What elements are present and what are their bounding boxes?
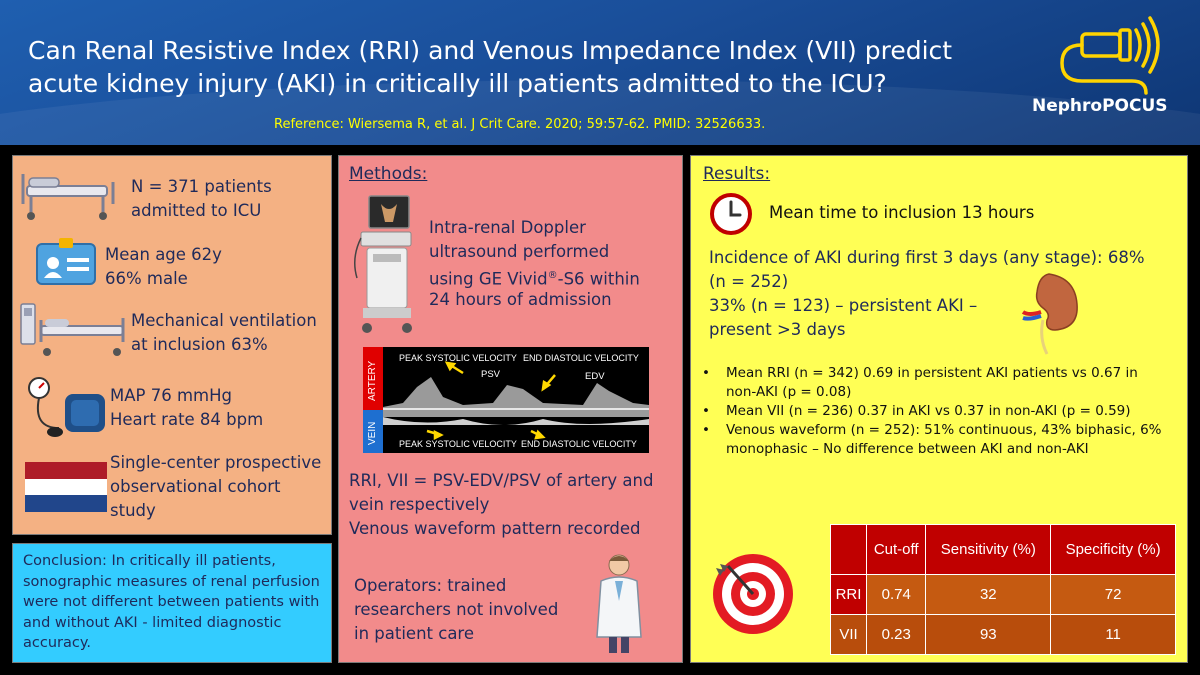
table-header-sensitivity: Sensitivity (%) — [925, 524, 1052, 575]
sensitivity-cell: 32 — [925, 574, 1052, 615]
mean-time-to-inclusion: Mean time to inclusion 13 hours — [769, 203, 1035, 222]
formula-line1: RRI, VII = PSV-EDV/PSV of artery and — [349, 471, 654, 490]
artery-band — [363, 347, 383, 410]
reference-citation: Reference: Wiersema R, et al. J Crit Car… — [274, 117, 766, 132]
doppler-line2: ultrasound performed — [429, 242, 610, 261]
psv-abbr-label: PSV — [481, 369, 501, 380]
list-item: Mean VII (n = 236) 0.37 in AKI vs 0.37 i… — [700, 402, 1170, 421]
header-banner: Can Renal Resistive Index (RRI) and Veno… — [0, 0, 1200, 145]
patient-characteristics-panel: N = 371 patients admitted to ICU Mean ag… — [12, 155, 332, 535]
heart-rate-value: Heart rate 84 bpm — [110, 410, 264, 429]
doppler-waveform-image: ARTERY VEIN PEAK SYSTOLIC VELOCITY END D… — [363, 347, 649, 453]
table-header-row: Cut-off Sensitivity (%) Specificity (%) — [830, 524, 1176, 575]
hospital-bed-icon — [21, 174, 115, 220]
psv-bottom-label: PEAK SYSTOLIC VELOCITY — [399, 439, 517, 449]
conclusion-panel: Conclusion: In critically ill patients, … — [12, 543, 332, 663]
waveform-trace — [383, 361, 649, 441]
study-design-line1: Single-center prospective — [110, 453, 322, 472]
page-title: Can Renal Resistive Index (RRI) and Veno… — [28, 36, 953, 98]
cutoff-cell: 0.23 — [865, 614, 927, 655]
operators-line3: in patient care — [354, 624, 475, 643]
list-item: Mean RRI (n = 342) 0.69 in persistent AK… — [700, 364, 1170, 402]
aki-incidence-line2: (n = 252) — [709, 272, 789, 291]
sensitivity-cell: 93 — [925, 614, 1052, 655]
netherlands-flag-icon — [25, 462, 107, 512]
persistent-aki-line1: 33% (n = 123) – persistent AKI – — [709, 296, 978, 315]
logo-text: NephroPOCUS — [1032, 96, 1168, 116]
mean-age: Mean age 62y — [105, 245, 222, 264]
doppler-device-pre: using GE Vivid — [429, 269, 548, 289]
formula-line2: vein respectively — [349, 495, 490, 514]
list-item: Venous waveform (n = 252): 51% continuou… — [700, 421, 1170, 459]
map-value: MAP 76 mmHg — [110, 386, 232, 405]
psv-top-label: PEAK SYSTOLIC VELOCITY — [399, 353, 517, 363]
doppler-line1: Intra-renal Doppler — [429, 218, 586, 237]
results-bullet-list: Mean RRI (n = 342) 0.69 in persistent AK… — [700, 364, 1170, 459]
study-design-line2: observational cohort — [110, 477, 281, 496]
cutoff-table: Cut-off Sensitivity (%) Specificity (%) … — [830, 524, 1176, 655]
persistent-aki-line2: present >3 days — [709, 320, 846, 339]
male-percentage: 66% male — [105, 269, 188, 288]
edv-bottom-label: END DIASTOLIC VELOCITY — [521, 439, 637, 449]
aki-incidence-line1: Incidence of AKI during first 3 days (an… — [709, 248, 1145, 267]
clock-icon — [710, 193, 752, 235]
table-header-cutoff: Cut-off — [865, 524, 927, 575]
doctor-icon — [596, 554, 642, 653]
doppler-line4: 24 hours of admission — [429, 290, 612, 309]
kidney-icon — [1021, 273, 1078, 355]
ultrasound-machine-icon — [354, 195, 412, 333]
ultrasound-probe-logo-icon — [1060, 16, 1160, 95]
operators-line2: researchers not involved — [354, 600, 559, 619]
table-header-blank — [830, 524, 867, 575]
sphygmomanometer-icon — [28, 377, 105, 437]
results-heading: Results: — [703, 164, 771, 184]
methods-heading: Methods: — [349, 164, 428, 184]
id-badge-icon — [36, 238, 96, 285]
specificity-cell: 72 — [1050, 574, 1176, 615]
vein-band — [363, 410, 383, 453]
registered-mark: ® — [547, 270, 558, 281]
doppler-line3: using GE Vivid®-S6 within — [429, 264, 640, 292]
vein-label: VEIN — [367, 421, 378, 445]
target-icon — [713, 554, 793, 634]
study-design-line3: study — [110, 501, 156, 520]
ventilation-percentage: at inclusion 63% — [131, 335, 268, 354]
patient-count: N = 371 patients — [131, 177, 272, 196]
edv-abbr-label: EDV — [585, 371, 605, 382]
specificity-cell: 11 — [1050, 614, 1176, 655]
doppler-device-post: -S6 within — [557, 269, 640, 289]
artery-label: ARTERY — [367, 360, 378, 401]
conclusion-text: Conclusion: In critically ill patients, … — [23, 553, 320, 651]
mechanical-ventilation: Mechanical ventilation — [131, 311, 317, 330]
table-header-specificity: Specificity (%) — [1050, 524, 1176, 575]
patient-setting: admitted to ICU — [131, 201, 262, 220]
table-row: VII 0.23 93 11 — [830, 614, 1176, 655]
row-label: RRI — [830, 574, 867, 615]
formula-line3: Venous waveform pattern recorded — [349, 519, 641, 538]
cutoff-cell: 0.74 — [865, 574, 927, 615]
edv-top-label: END DIASTOLIC VELOCITY — [523, 353, 639, 363]
operators-line1: Operators: trained — [354, 576, 507, 595]
table-row: RRI 0.74 32 72 — [830, 574, 1176, 615]
row-label: VII — [830, 614, 867, 655]
ventilator-bed-icon — [20, 303, 125, 356]
